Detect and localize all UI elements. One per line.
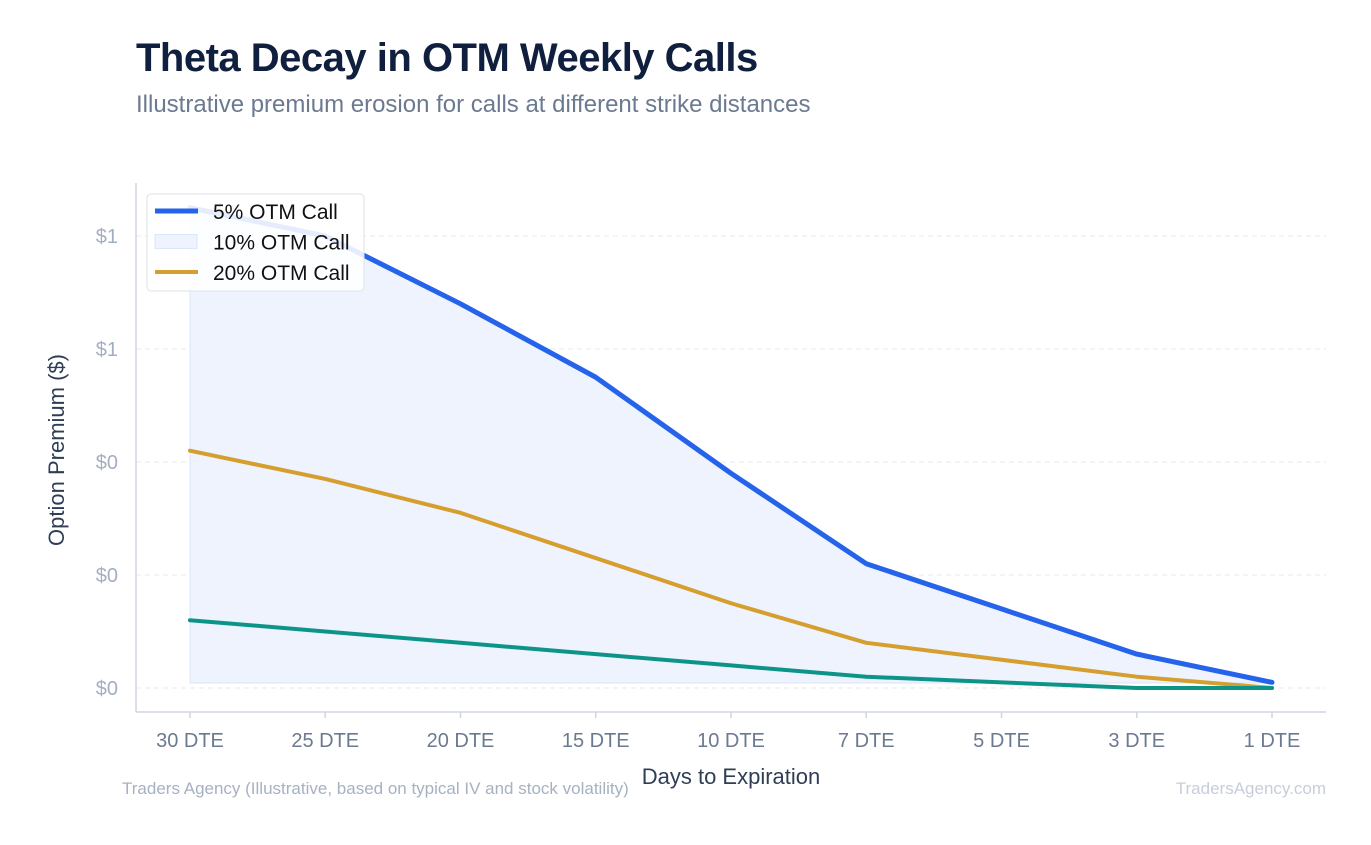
series-line-20pct-otm (188, 448, 1274, 690)
y-tick-label: $0 (96, 452, 118, 474)
x-tick-label: 5 DTE (973, 730, 1030, 752)
x-tick-label: 20 DTE (427, 730, 495, 752)
y-tick-label: $0 (96, 678, 118, 700)
x-tick-label: 25 DTE (291, 730, 359, 752)
legend-label: 10% OTM Call (213, 232, 350, 255)
x-tick-label: 1 DTE (1244, 730, 1301, 752)
source-note: Traders Agency (Illustrative, based on t… (122, 779, 629, 798)
legend-box (146, 193, 365, 292)
legend-label: 20% OTM Call (213, 262, 350, 285)
series-line-5pct-otm (187, 205, 1275, 685)
legend-swatch (154, 234, 198, 249)
y-tick-label: $0 (96, 565, 118, 587)
y-tick-label: $1 (96, 226, 118, 248)
x-tick-label: 3 DTE (1108, 730, 1165, 752)
x-tick-label: 15 DTE (562, 730, 630, 752)
y-tick-label: $1 (96, 339, 118, 361)
legend-label: 5% OTM Call (213, 201, 338, 224)
x-tick-label: 10 DTE (697, 730, 765, 752)
brand-watermark: TradersAgency.com (1175, 779, 1326, 798)
x-tick-label: 7 DTE (838, 730, 895, 752)
chart-subtitle: Illustrative premium erosion for calls a… (136, 91, 811, 118)
series-line-teal (188, 618, 1274, 690)
y-axis-title: Option Premium ($) (44, 354, 69, 546)
x-tick-label: 30 DTE (156, 730, 224, 752)
chart-title: Theta Decay in OTM Weekly Calls (136, 36, 758, 80)
x-axis-title: Days to Expiration (642, 764, 821, 789)
